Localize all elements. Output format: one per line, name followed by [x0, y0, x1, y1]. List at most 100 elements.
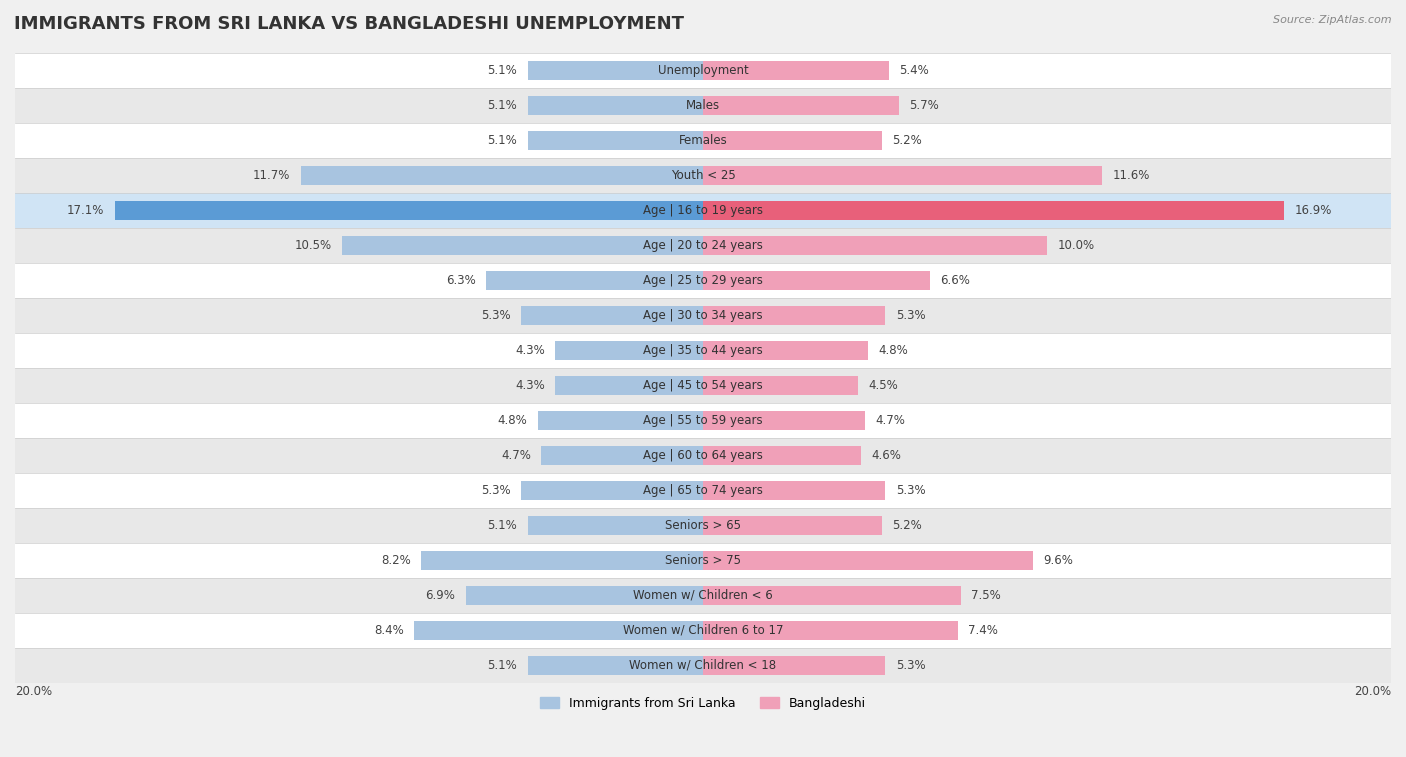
- Text: 5.1%: 5.1%: [488, 134, 517, 147]
- Bar: [15, 648, 1391, 683]
- Text: Age | 60 to 64 years: Age | 60 to 64 years: [643, 449, 763, 462]
- Text: 6.6%: 6.6%: [941, 274, 970, 287]
- Bar: [342, 235, 703, 255]
- Text: 6.9%: 6.9%: [426, 589, 456, 602]
- Bar: [538, 411, 703, 430]
- Bar: [527, 656, 703, 675]
- Bar: [465, 586, 703, 605]
- Text: Seniors > 75: Seniors > 75: [665, 554, 741, 567]
- Bar: [703, 516, 882, 535]
- Text: 16.9%: 16.9%: [1295, 204, 1331, 217]
- Text: 11.6%: 11.6%: [1112, 169, 1150, 182]
- Bar: [703, 411, 865, 430]
- Text: 11.7%: 11.7%: [253, 169, 290, 182]
- Text: 8.4%: 8.4%: [374, 624, 404, 637]
- Text: 20.0%: 20.0%: [1354, 685, 1391, 698]
- Bar: [15, 88, 1391, 123]
- Bar: [527, 516, 703, 535]
- Bar: [15, 333, 1391, 368]
- Bar: [15, 543, 1391, 578]
- Text: Seniors > 65: Seniors > 65: [665, 519, 741, 532]
- Text: 7.4%: 7.4%: [967, 624, 998, 637]
- Text: Women w/ Children 6 to 17: Women w/ Children 6 to 17: [623, 624, 783, 637]
- Text: 6.3%: 6.3%: [446, 274, 477, 287]
- Text: Females: Females: [679, 134, 727, 147]
- Bar: [703, 481, 886, 500]
- Bar: [703, 375, 858, 395]
- Bar: [703, 551, 1033, 570]
- Bar: [413, 621, 703, 640]
- Text: IMMIGRANTS FROM SRI LANKA VS BANGLADESHI UNEMPLOYMENT: IMMIGRANTS FROM SRI LANKA VS BANGLADESHI…: [14, 15, 685, 33]
- Text: 5.2%: 5.2%: [893, 134, 922, 147]
- Text: 17.1%: 17.1%: [67, 204, 104, 217]
- Bar: [703, 656, 886, 675]
- Bar: [15, 403, 1391, 438]
- Text: 5.1%: 5.1%: [488, 64, 517, 77]
- Bar: [301, 166, 703, 185]
- Bar: [703, 306, 886, 325]
- Bar: [703, 95, 898, 115]
- Bar: [15, 508, 1391, 543]
- Text: 10.0%: 10.0%: [1057, 239, 1094, 252]
- Bar: [15, 613, 1391, 648]
- Bar: [703, 131, 882, 150]
- Bar: [703, 235, 1047, 255]
- Bar: [15, 123, 1391, 158]
- Bar: [541, 446, 703, 465]
- Bar: [15, 473, 1391, 508]
- Bar: [486, 271, 703, 290]
- Text: Age | 55 to 59 years: Age | 55 to 59 years: [643, 414, 763, 427]
- Text: 5.1%: 5.1%: [488, 99, 517, 112]
- Bar: [520, 306, 703, 325]
- Bar: [15, 578, 1391, 613]
- Text: 5.4%: 5.4%: [898, 64, 929, 77]
- Text: Youth < 25: Youth < 25: [671, 169, 735, 182]
- Bar: [15, 438, 1391, 473]
- Text: Males: Males: [686, 99, 720, 112]
- Bar: [15, 368, 1391, 403]
- Text: 5.1%: 5.1%: [488, 519, 517, 532]
- Text: 4.5%: 4.5%: [868, 379, 898, 392]
- Text: 5.3%: 5.3%: [481, 484, 510, 497]
- Text: 10.5%: 10.5%: [294, 239, 332, 252]
- Bar: [115, 201, 703, 220]
- Text: Women w/ Children < 6: Women w/ Children < 6: [633, 589, 773, 602]
- Bar: [527, 131, 703, 150]
- Text: 5.3%: 5.3%: [896, 309, 925, 322]
- Legend: Immigrants from Sri Lanka, Bangladeshi: Immigrants from Sri Lanka, Bangladeshi: [534, 692, 872, 715]
- Text: Age | 65 to 74 years: Age | 65 to 74 years: [643, 484, 763, 497]
- Bar: [703, 621, 957, 640]
- Text: 5.2%: 5.2%: [893, 519, 922, 532]
- Text: Women w/ Children < 18: Women w/ Children < 18: [630, 659, 776, 672]
- Text: 4.6%: 4.6%: [872, 449, 901, 462]
- Text: Age | 45 to 54 years: Age | 45 to 54 years: [643, 379, 763, 392]
- Text: Age | 25 to 29 years: Age | 25 to 29 years: [643, 274, 763, 287]
- Bar: [555, 341, 703, 360]
- Text: Source: ZipAtlas.com: Source: ZipAtlas.com: [1274, 15, 1392, 25]
- Text: Age | 35 to 44 years: Age | 35 to 44 years: [643, 344, 763, 357]
- Bar: [520, 481, 703, 500]
- Text: 4.7%: 4.7%: [501, 449, 531, 462]
- Bar: [703, 271, 929, 290]
- Bar: [703, 166, 1102, 185]
- Text: Age | 16 to 19 years: Age | 16 to 19 years: [643, 204, 763, 217]
- Text: 5.7%: 5.7%: [910, 99, 939, 112]
- Text: 5.3%: 5.3%: [896, 484, 925, 497]
- Text: Unemployment: Unemployment: [658, 64, 748, 77]
- Text: Age | 30 to 34 years: Age | 30 to 34 years: [643, 309, 763, 322]
- Bar: [527, 95, 703, 115]
- Bar: [15, 158, 1391, 193]
- Bar: [15, 298, 1391, 333]
- Bar: [703, 341, 868, 360]
- Text: 5.3%: 5.3%: [481, 309, 510, 322]
- Text: 4.7%: 4.7%: [875, 414, 905, 427]
- Text: 4.3%: 4.3%: [515, 344, 544, 357]
- Bar: [703, 446, 862, 465]
- Bar: [15, 228, 1391, 263]
- Bar: [703, 201, 1284, 220]
- Bar: [703, 586, 960, 605]
- Text: 8.2%: 8.2%: [381, 554, 411, 567]
- Bar: [15, 263, 1391, 298]
- Text: 4.3%: 4.3%: [515, 379, 544, 392]
- Text: 5.1%: 5.1%: [488, 659, 517, 672]
